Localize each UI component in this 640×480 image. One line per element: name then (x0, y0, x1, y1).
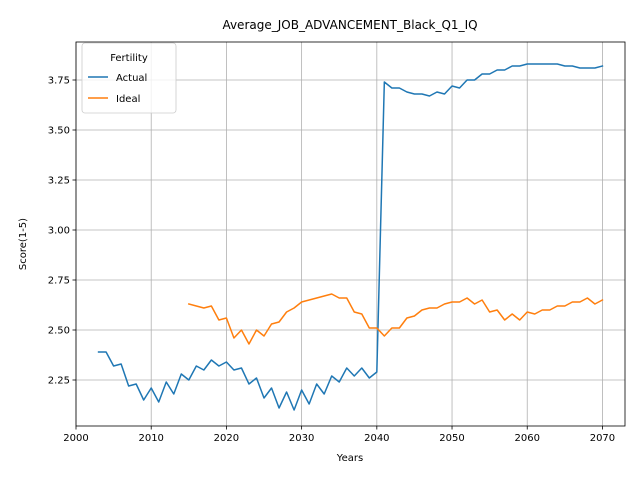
x-tick-label: 2060 (515, 433, 540, 444)
x-tick-label: 2070 (590, 433, 615, 444)
legend-label-actual: Actual (116, 73, 147, 84)
axis-ticks: 2000 2010 2020 2030 2040 2050 2060 2070 2.25 2.50… (48, 76, 615, 445)
plot-frame (75, 41, 626, 427)
x-tick-label: 2050 (439, 433, 464, 444)
legend-label-ideal: Ideal (116, 94, 140, 105)
y-axis-label: Score(1-5) (18, 218, 29, 270)
y-tick-label: 3.50 (48, 126, 70, 137)
y-tick-label: 2.75 (48, 276, 70, 287)
x-tick-label: 2010 (138, 433, 163, 444)
y-tick-label: 3.00 (48, 226, 70, 237)
gridlines (75, 42, 625, 426)
series-line-actual (97, 63, 604, 411)
x-tick-label: 2040 (364, 433, 389, 444)
legend: Fertility Actual Ideal (81, 42, 177, 114)
series-lines (97, 63, 604, 411)
series-line-ideal (187, 293, 604, 345)
y-tick-label: 3.25 (48, 176, 70, 187)
y-tick-label: 3.75 (48, 76, 70, 87)
x-tick-label: 2000 (63, 433, 88, 444)
y-tick-label: 2.25 (48, 376, 70, 387)
y-tick-label: 2.50 (48, 326, 70, 337)
x-tick-label: 2030 (289, 433, 314, 444)
x-axis-label: Years (336, 453, 363, 464)
legend-box (81, 42, 177, 114)
x-tick-label: 2020 (214, 433, 239, 444)
legend-title: Fertility (110, 53, 148, 64)
chart-title: Average_JOB_ADVANCEMENT_Black_Q1_IQ (222, 18, 477, 32)
